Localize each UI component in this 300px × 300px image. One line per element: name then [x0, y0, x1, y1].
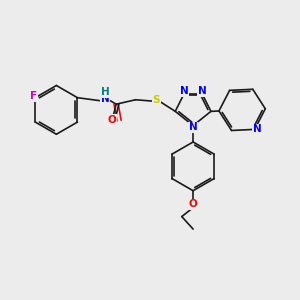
- Text: S: S: [152, 95, 160, 105]
- Text: N: N: [101, 94, 110, 104]
- Text: O: O: [189, 199, 197, 209]
- Text: N: N: [253, 124, 261, 134]
- Text: N: N: [189, 122, 197, 132]
- Text: O: O: [107, 115, 116, 125]
- Text: N: N: [180, 86, 189, 96]
- Text: H: H: [101, 87, 110, 97]
- Text: N: N: [198, 86, 206, 96]
- Text: F: F: [30, 91, 37, 101]
